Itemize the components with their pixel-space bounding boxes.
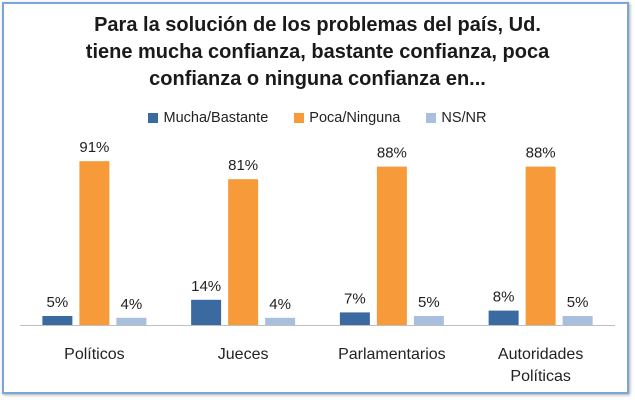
data-label-mucha-bastante-autoridades-pol-ticas: 8% [493, 289, 515, 306]
legend-item-mucha-bastante: Mucha/Bastante [148, 110, 268, 126]
chart-title-line-1: Para la solución de los problemas del pa… [94, 14, 541, 36]
bar-mucha-bastante-jueces [191, 299, 222, 325]
data-label-ns-nr-parlamentarios: 5% [418, 294, 440, 311]
data-label-mucha-bastante-pol-ticos: 5% [47, 294, 69, 311]
data-label-mucha-bastante-jueces: 14% [191, 278, 221, 295]
chart-title: Para la solución de los problemas del pa… [0, 12, 635, 93]
category-label-autoridades-pol-ticas-line-2: Políticas [510, 368, 570, 385]
category-label-pol-ticos: Políticos [64, 346, 124, 363]
bar-poca-ninguna-autoridades-pol-ticas [525, 166, 556, 325]
chart-legend: Mucha/Bastante Poca/Ninguna NS/NR [0, 110, 635, 126]
bar-poca-ninguna-parlamentarios [376, 166, 407, 325]
category-label-autoridades-pol-ticas-line-1: Autoridades [498, 346, 583, 363]
chart-title-line-2: tiene mucha confianza, bastante confianz… [85, 41, 550, 63]
bar-mucha-bastante-autoridades-pol-ticas [488, 310, 519, 325]
bar-mucha-bastante-parlamentarios [339, 312, 370, 325]
category-label-jueces: Jueces [218, 346, 269, 363]
data-label-ns-nr-pol-ticos: 4% [121, 296, 143, 313]
data-label-ns-nr-jueces: 4% [269, 296, 291, 313]
legend-label-poca-ninguna: Poca/Ninguna [309, 110, 401, 126]
bar-poca-ninguna-jueces [228, 179, 259, 325]
data-label-poca-ninguna-pol-ticos: 91% [79, 139, 109, 156]
legend-swatch-poca-ninguna [294, 113, 305, 123]
bar-ns-nr-pol-ticos [116, 317, 147, 325]
bar-ns-nr-autoridades-pol-ticas [562, 316, 593, 325]
bar-mucha-bastante-pol-ticos [42, 316, 73, 325]
legend-swatch-mucha-bastante [148, 113, 159, 123]
legend-label-mucha-bastante: Mucha/Bastante [163, 110, 269, 126]
data-label-poca-ninguna-autoridades-pol-ticas: 88% [526, 145, 556, 162]
bar-ns-nr-jueces [265, 317, 296, 325]
bar-ns-nr-parlamentarios [413, 316, 444, 325]
legend-swatch-ns-nr [426, 113, 437, 123]
bar-poca-ninguna-pol-ticos [79, 161, 110, 325]
legend-label-ns-nr: NS/NR [441, 110, 487, 126]
chart-title-line-3: confianza o ninguna confianza en... [149, 68, 486, 90]
category-label-parlamentarios: Parlamentarios [338, 346, 446, 363]
data-label-mucha-bastante-parlamentarios: 7% [344, 290, 366, 307]
data-label-poca-ninguna-jueces: 81% [228, 157, 258, 174]
legend-item-poca-ninguna: Poca/Ninguna [294, 110, 400, 126]
legend-item-ns-nr: NS/NR [426, 110, 487, 126]
data-label-poca-ninguna-parlamentarios: 88% [377, 145, 407, 162]
data-label-ns-nr-autoridades-pol-ticas: 5% [567, 294, 589, 311]
